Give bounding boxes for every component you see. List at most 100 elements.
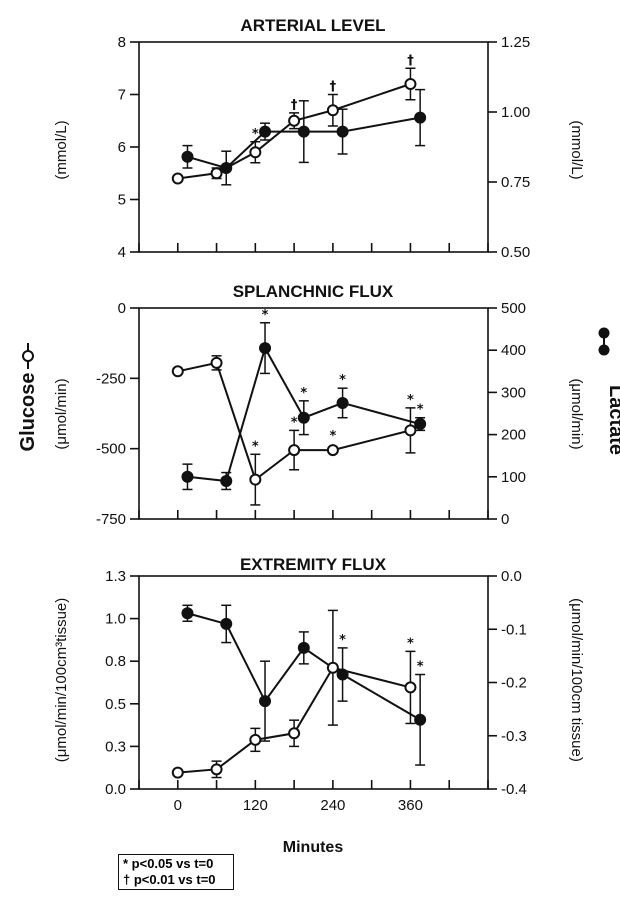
significance-mark: * (252, 127, 259, 142)
y-tick-label-right: 500 (501, 300, 526, 317)
y-tick-label-left: 8 (118, 34, 126, 51)
data-point-open (249, 733, 262, 746)
significance-mark: * (339, 373, 346, 388)
xlabel-minutes: Minutes (283, 839, 344, 856)
data-point-filled (297, 411, 310, 424)
significance-mark: † (407, 53, 414, 68)
series-glucose: * (171, 609, 417, 779)
y-tick-label-left: 0.5 (105, 696, 126, 713)
panel-title-extremity: EXTREMITY FLUX (240, 555, 387, 574)
significance-mark: * (407, 393, 414, 408)
significance-mark: * (407, 636, 414, 651)
plot-frame (138, 307, 489, 520)
y-tick-label-right: 100 (501, 469, 526, 486)
data-point-filled (336, 396, 349, 409)
panel-title-arterial: ARTERIAL LEVEL (240, 16, 385, 35)
series-glucose: **** (171, 355, 417, 506)
x-tick-label: 240 (320, 797, 345, 814)
data-point-filled (259, 125, 272, 138)
series-lactate: **** (181, 308, 427, 491)
y-tick-label-right: -0.1 (501, 621, 527, 638)
y-tick-label-left: 1.3 (105, 568, 126, 585)
y-tick-label-left: 0.0 (105, 781, 126, 798)
significance-mark: * (262, 308, 269, 323)
data-point-open (404, 681, 417, 694)
y-tick-label-right: 200 (501, 427, 526, 444)
x-tick-label: 120 (243, 797, 268, 814)
data-point-filled (414, 111, 427, 124)
significance-legend: * p<0.05 vs t=0 † p<0.01 vs t=0 (118, 854, 234, 890)
data-point-open (326, 104, 339, 117)
significance-mark: * (252, 439, 259, 454)
lactate-symbol-icon (598, 327, 610, 356)
data-point-open (171, 365, 184, 378)
y-tick-label-right: -0.3 (501, 728, 527, 745)
data-point-open (249, 473, 262, 486)
y-tick-label-right: 300 (501, 384, 526, 401)
y-tick-label-right: 1.25 (501, 34, 530, 51)
y-tick-label-right: 400 (501, 342, 526, 359)
y-tick-label-left: 7 (118, 87, 126, 104)
plot-frame (138, 575, 489, 790)
ylabel-right-splanchnic: (μmol/min) (568, 378, 585, 449)
data-point-open (404, 78, 417, 90)
significance-mark: * (300, 386, 307, 401)
panel-title-splanchnic: SPLANCHNIC FLUX (233, 282, 394, 301)
y-tick-label-right: 1.00 (501, 104, 530, 121)
data-point-open (326, 661, 339, 674)
legend-line-p001: † p<0.01 vs t=0 (123, 872, 216, 887)
data-point-filled (297, 125, 310, 138)
side-label-lactate: Lactate (605, 385, 620, 455)
series-line (187, 116, 421, 170)
data-point-open (249, 146, 262, 159)
y-tick-label-right: 0.0 (501, 568, 522, 585)
series-line (177, 83, 411, 180)
plot-frame (138, 41, 489, 253)
series-line (177, 666, 411, 774)
data-point-filled (181, 607, 194, 620)
chart-panel-2: 0.0 0.3 0.5 0.8 1.0 1.3 -0.4 -0.3 -0.2 -0.1 0.0 0 12… (105, 568, 527, 814)
x-tick-label: 0 (174, 797, 182, 814)
glucose-symbol-icon (22, 343, 34, 369)
data-point-open (288, 444, 301, 457)
data-point-filled (336, 125, 349, 138)
data-point-filled (259, 342, 272, 355)
y-tick-label-left: 0 (118, 300, 126, 317)
significance-mark: * (417, 660, 424, 675)
series-lactate (181, 88, 427, 186)
significance-mark: * (291, 415, 298, 430)
data-point-filled (181, 470, 194, 483)
ylabel-left-arterial: (mmol/L) (53, 120, 70, 179)
data-point-filled (181, 150, 194, 163)
series-line (177, 361, 411, 482)
y-tick-label-left: 5 (118, 192, 126, 209)
series-line (187, 612, 421, 721)
y-tick-label-left: 4 (118, 244, 126, 261)
y-tick-label-right: 0.50 (501, 244, 530, 261)
significance-mark: † (291, 98, 298, 113)
data-point-filled (259, 695, 272, 708)
data-point-open (288, 727, 301, 740)
y-tick-label-left: -750 (96, 511, 126, 528)
data-point-filled (414, 418, 427, 431)
data-point-filled (220, 617, 233, 630)
significance-mark: * (329, 429, 336, 444)
side-label-glucose: Glucose (17, 373, 39, 452)
data-point-open (210, 763, 223, 776)
data-point-open (171, 766, 184, 779)
data-point-open (326, 444, 339, 457)
legend-line-p005: * p<0.05 vs t=0 (123, 856, 214, 871)
ylabel-right-arterial: (mmol/L) (568, 120, 585, 179)
ylabel-left-extremity: (μmol/min/100cm³tissue) (53, 598, 70, 763)
data-point-open (404, 424, 417, 437)
y-tick-label-right: -0.2 (501, 675, 527, 692)
ylabel-left-splanchnic: (μmol/min) (53, 378, 70, 449)
ylabel-right-extremity: (μmol/min/100cm tissue) (568, 598, 585, 762)
y-tick-label-left: 0.8 (105, 653, 126, 670)
data-point-open (171, 172, 184, 185)
data-point-filled (297, 641, 310, 654)
significance-mark: † (330, 80, 337, 95)
data-point-filled (414, 713, 427, 726)
